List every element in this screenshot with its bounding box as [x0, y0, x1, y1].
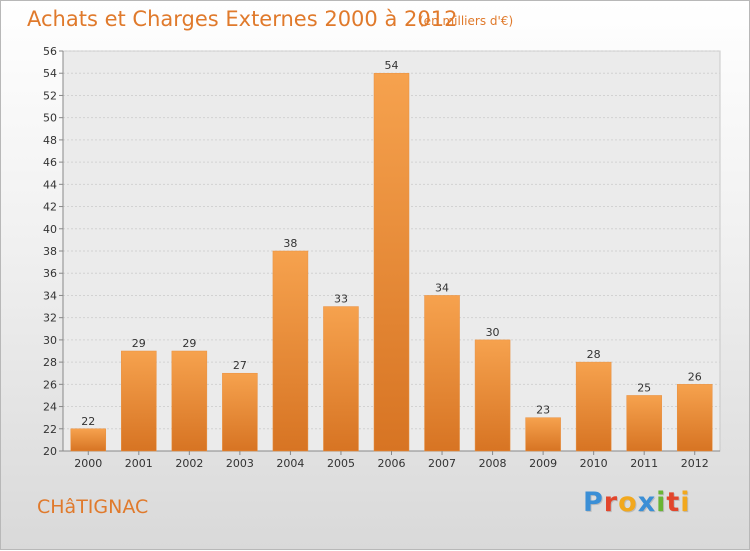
brand-letter: t: [666, 487, 681, 518]
x-tick-label: 2007: [428, 457, 456, 470]
y-tick-label: 36: [43, 267, 57, 280]
y-tick-label: 20: [43, 445, 57, 458]
bar: [474, 339, 511, 452]
x-tick-label: 2009: [529, 457, 557, 470]
bar: [626, 395, 662, 452]
x-tick-label: 2011: [630, 457, 658, 470]
y-tick-label: 54: [43, 67, 57, 80]
bar: [323, 306, 359, 452]
bar: [222, 372, 258, 452]
data-label: 30: [486, 326, 500, 339]
x-tick-label: 2008: [479, 457, 507, 470]
data-label: 34: [435, 281, 449, 294]
y-tick-label: 50: [43, 112, 57, 125]
y-tick-label: 46: [43, 156, 57, 169]
x-tick-label: 2005: [327, 457, 355, 470]
y-tick-label: 40: [43, 223, 57, 236]
data-label: 27: [233, 359, 247, 372]
bar: [70, 428, 107, 452]
data-label: 29: [132, 337, 146, 350]
bar: [171, 350, 208, 452]
data-label: 38: [283, 237, 297, 250]
brand-letter: i: [680, 487, 691, 518]
x-tick-label: 2001: [125, 457, 153, 470]
y-tick-label: 22: [43, 423, 57, 436]
bar: [676, 384, 713, 452]
chart-subtitle: (en milliers d'€): [419, 14, 514, 28]
brand-letter: x: [637, 487, 657, 518]
x-tick-label: 2000: [74, 457, 102, 470]
bar: [424, 295, 460, 452]
x-tick-label: 2004: [276, 457, 304, 470]
y-tick-label: 32: [43, 312, 57, 325]
brand-letter: i: [656, 487, 667, 518]
x-tick-label: 2010: [580, 457, 608, 470]
brand-letter: r: [603, 487, 619, 518]
bar: [525, 417, 561, 452]
y-tick-label: 44: [43, 178, 57, 191]
proxiti-logo[interactable]: Proxiti: [583, 487, 691, 518]
x-tick-label: 2012: [681, 457, 709, 470]
brand-letter: P: [583, 487, 604, 518]
y-tick-label: 52: [43, 89, 57, 102]
bar: [575, 361, 612, 452]
data-label: 29: [182, 337, 196, 350]
bar: [121, 350, 157, 452]
bar: [272, 250, 309, 452]
y-tick-label: 34: [43, 289, 57, 302]
y-tick-label: 38: [43, 245, 57, 258]
y-tick-label: 42: [43, 201, 57, 214]
y-tick-label: 30: [43, 334, 57, 347]
x-tick-label: 2002: [175, 457, 203, 470]
data-label: 28: [587, 348, 601, 361]
x-tick-label: 2006: [378, 457, 406, 470]
chart-title: Achats et Charges Externes 2000 à 2012: [27, 7, 458, 31]
data-label: 33: [334, 293, 348, 306]
y-tick-label: 48: [43, 134, 57, 147]
bar: [373, 72, 410, 452]
commune-name: CHâTIGNAC: [37, 496, 149, 518]
y-tick-label: 28: [43, 356, 57, 369]
data-label: 23: [536, 404, 550, 417]
data-label: 54: [385, 59, 399, 72]
brand-letter: o: [618, 487, 638, 518]
data-label: 26: [688, 370, 702, 383]
y-tick-label: 24: [43, 401, 57, 414]
x-tick-label: 2003: [226, 457, 254, 470]
y-tick-label: 26: [43, 378, 57, 391]
data-label: 25: [637, 381, 651, 394]
data-label: 22: [81, 415, 95, 428]
y-tick-label: 56: [43, 45, 57, 58]
